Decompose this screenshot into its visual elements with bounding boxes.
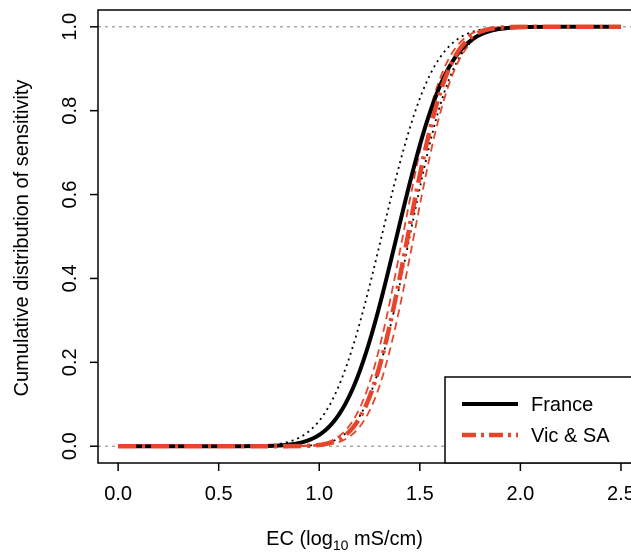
legend: France Vic & SA [444,376,631,464]
y-tick-label: 0.6 [59,181,81,209]
y-tick-label: 0.2 [59,348,81,376]
x-tick-label: 0.5 [205,483,233,505]
plot-lines [98,24,631,449]
y-tick-label: 0.0 [59,432,81,460]
legend-box [444,376,631,464]
axes: 0.0 0.5 1.0 1.5 2.0 2.5 0.0 0.2 0.4 0.6 0.8 1.0 EC (… [11,9,631,552]
x-tick-label: 1.5 [406,483,434,505]
x-tick-label: 0.0 [104,483,132,505]
legend-label-vic-sa: Vic & SA [531,425,610,447]
y-tick-label: 0.8 [59,97,81,125]
y-tick-label: 0.4 [59,265,81,293]
series-line-vic-sa [118,24,621,449]
x-tick-label: 1.0 [305,483,333,505]
legend-label-france: France [531,394,593,416]
x-axis-label: EC (log10 mS/cm) [266,528,423,552]
x-tick-label: 2.0 [506,483,534,505]
y-tick-label: 1.0 [59,13,81,41]
plot-frame [97,9,631,464]
x-tick-label: 2.5 [607,483,631,505]
y-axis-label: Cumulative distribution of sensitivity [11,80,33,397]
